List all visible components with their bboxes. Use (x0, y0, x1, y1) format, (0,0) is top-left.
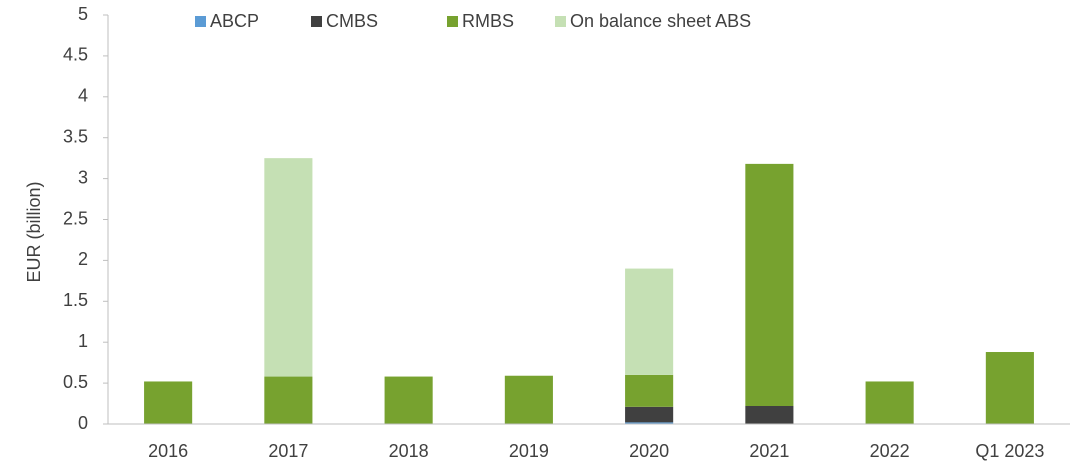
y-tick-label: 2.5 (63, 208, 88, 228)
y-tick-label: 0 (78, 413, 88, 433)
bar-segment (144, 381, 193, 424)
x-tick-label: 2016 (148, 441, 188, 461)
y-tick-label: 3 (78, 167, 88, 187)
bar-segment (504, 375, 553, 424)
x-tick-label: 2019 (509, 441, 549, 461)
legend-swatch (447, 16, 458, 27)
legend-swatch (555, 16, 566, 27)
x-tick-label: Q1 2023 (975, 441, 1044, 461)
x-tick-label: 2018 (389, 441, 429, 461)
legend-label: RMBS (462, 11, 514, 31)
y-tick-label: 0.5 (63, 372, 88, 392)
y-tick-label: 5 (78, 4, 88, 24)
y-tick-label: 2 (78, 249, 88, 269)
bar-segment (264, 376, 313, 424)
bar-segment (865, 381, 914, 424)
legend-label: CMBS (326, 11, 378, 31)
bar-segment (745, 163, 794, 407)
legend-label: On balance sheet ABS (570, 11, 751, 31)
bar-segment (625, 268, 674, 375)
y-tick-label: 4 (78, 86, 88, 106)
bar-segment (625, 406, 674, 423)
y-axis-label: EUR (billion) (24, 181, 44, 282)
bar-segment (625, 374, 674, 407)
legend-swatch (195, 16, 206, 27)
bar-segment (264, 158, 313, 377)
x-tick-label: 2022 (870, 441, 910, 461)
x-tick-label: 2020 (629, 441, 669, 461)
y-tick-label: 4.5 (63, 45, 88, 65)
y-tick-label: 1.5 (63, 290, 88, 310)
bar-segment (985, 352, 1034, 424)
x-tick-label: 2021 (749, 441, 789, 461)
x-tick-label: 2017 (268, 441, 308, 461)
bar-segment (625, 422, 674, 424)
legend-swatch (311, 16, 322, 27)
y-tick-label: 1 (78, 331, 88, 351)
legend-label: ABCP (210, 11, 259, 31)
bar-segment (745, 406, 794, 424)
y-tick-label: 3.5 (63, 126, 88, 146)
bar-segment (384, 376, 433, 424)
